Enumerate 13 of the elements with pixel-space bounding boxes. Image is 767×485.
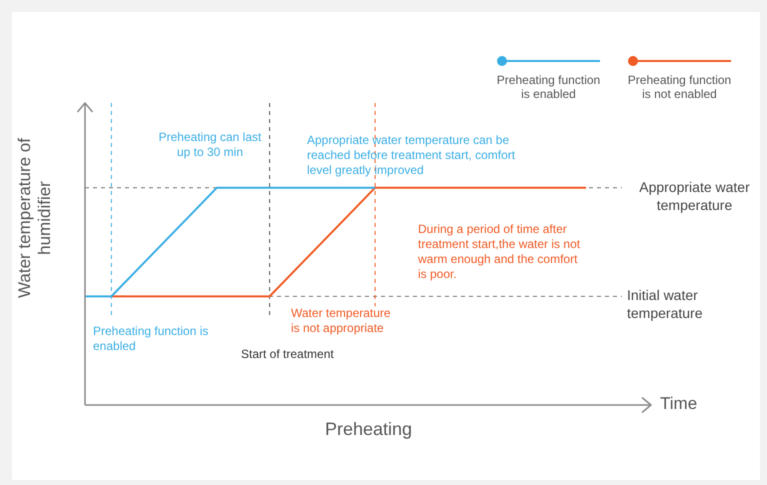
- ref-line-label: Appropriate water temperature: [638, 178, 751, 214]
- legend-label: Preheating function is enabled: [496, 73, 602, 101]
- legend-label: Preheating function is not enabled: [626, 73, 732, 101]
- annotation: Preheating function is enabled: [93, 324, 210, 354]
- ref-line-label: Initial water temperature: [627, 286, 704, 322]
- x-axis-title: Time: [660, 394, 698, 414]
- annotation: Start of treatment: [241, 347, 335, 362]
- annotation: Water temperature is not appropriate: [291, 306, 392, 336]
- text: Preheating can last up to 30 min: [158, 130, 262, 160]
- text: Preheating: [324, 418, 414, 440]
- annotation: During a period of time after treatment start,the water is not warm enough and the comfort is poor.: [418, 222, 582, 282]
- text: Appropriate water temperature can be reached before treatment start, comfort level greatly improved: [307, 133, 516, 178]
- y-axis-title: Water temperature of humidifier: [15, 137, 55, 300]
